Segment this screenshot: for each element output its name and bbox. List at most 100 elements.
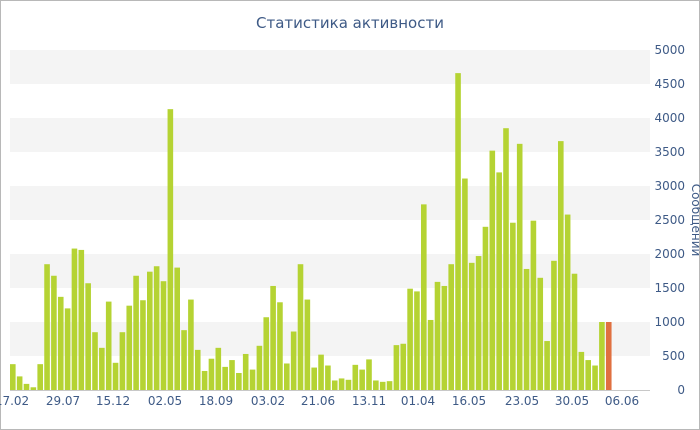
bar[interactable] [256, 345, 263, 390]
y-tick-label: 4500 [654, 77, 685, 91]
bar[interactable] [64, 308, 71, 390]
bar[interactable] [160, 281, 167, 390]
bar[interactable] [537, 277, 544, 390]
bar[interactable] [427, 319, 434, 390]
bar[interactable] [530, 220, 537, 390]
bar[interactable] [599, 322, 605, 390]
y-tick-label: 3000 [654, 179, 685, 193]
x-tick-label: 30.05 [555, 394, 589, 408]
bar[interactable] [544, 341, 550, 390]
bar[interactable] [475, 256, 482, 390]
bar[interactable] [585, 360, 591, 390]
bar[interactable] [400, 343, 407, 390]
x-tick-label: 06.06 [605, 394, 639, 408]
bar[interactable] [551, 260, 557, 390]
bar[interactable] [489, 150, 496, 390]
bar[interactable] [311, 367, 317, 390]
y-tick-label: 500 [662, 349, 685, 363]
bar[interactable] [92, 332, 98, 390]
bar[interactable] [510, 222, 516, 390]
bar[interactable] [448, 264, 454, 390]
bar[interactable] [414, 291, 420, 390]
bar[interactable] [373, 380, 379, 390]
bar[interactable] [284, 363, 290, 390]
bar[interactable] [468, 262, 475, 390]
bar[interactable] [208, 358, 215, 390]
bar[interactable] [523, 268, 530, 390]
bar[interactable] [37, 364, 43, 390]
bar[interactable] [359, 369, 365, 390]
bar[interactable] [201, 370, 208, 390]
bar[interactable] [592, 365, 598, 390]
bar[interactable] [229, 360, 235, 390]
bar[interactable] [393, 345, 400, 390]
bar[interactable] [379, 381, 386, 390]
bar[interactable] [496, 172, 502, 390]
bar[interactable] [571, 273, 578, 390]
bar[interactable] [516, 143, 523, 390]
bar[interactable] [304, 299, 311, 390]
bar[interactable] [99, 347, 105, 390]
bar[interactable] [482, 226, 489, 390]
bar[interactable] [188, 299, 194, 390]
bar[interactable] [338, 378, 345, 390]
bar[interactable] [407, 288, 413, 390]
bar[interactable] [462, 178, 468, 390]
bar[interactable] [85, 283, 91, 390]
bar[interactable] [126, 305, 133, 390]
bar[interactable] [112, 362, 119, 390]
bar[interactable] [345, 379, 352, 390]
bar[interactable] [455, 73, 461, 391]
bar[interactable] [10, 364, 16, 390]
bar[interactable] [236, 373, 242, 390]
bar[interactable] [30, 387, 37, 390]
bar[interactable] [140, 300, 146, 390]
bar[interactable] [421, 204, 427, 390]
bar[interactable] [71, 248, 78, 390]
bar[interactable] [503, 128, 509, 390]
bar[interactable] [242, 353, 249, 390]
x-tick-label: 21.06 [301, 394, 335, 408]
bar[interactable] [331, 380, 338, 390]
bar[interactable] [57, 296, 64, 390]
y-tick-label: 1500 [654, 281, 685, 295]
bar[interactable] [386, 381, 393, 390]
y-axis-title: Сообщений [689, 184, 700, 257]
bar[interactable] [578, 351, 585, 390]
bar[interactable] [441, 285, 448, 390]
bar[interactable] [270, 285, 276, 390]
bar[interactable] [352, 364, 359, 390]
bar[interactable] [181, 330, 187, 390]
bar[interactable] [147, 271, 153, 390]
bar[interactable] [119, 332, 126, 390]
bar[interactable] [215, 347, 222, 390]
bar[interactable] [78, 249, 85, 390]
bar[interactable] [277, 302, 283, 390]
y-tick-label: 5000 [654, 43, 685, 57]
bar[interactable] [434, 281, 441, 390]
bar[interactable] [16, 376, 23, 390]
bar[interactable] [23, 383, 30, 390]
bar[interactable] [153, 266, 160, 390]
bar[interactable] [297, 264, 304, 390]
bar[interactable] [263, 317, 270, 390]
bar[interactable] [167, 109, 174, 390]
bar[interactable] [44, 264, 50, 390]
bar[interactable] [133, 275, 139, 390]
bar[interactable] [558, 141, 564, 390]
y-tick-label: 2500 [654, 213, 685, 227]
bar[interactable] [366, 359, 372, 390]
bar[interactable] [325, 365, 331, 390]
bar[interactable] [174, 267, 180, 390]
bar[interactable] [194, 349, 201, 390]
bar[interactable] [222, 366, 228, 390]
bar[interactable] [51, 275, 57, 390]
bar[interactable] [249, 369, 256, 390]
bar-current[interactable] [605, 322, 612, 390]
x-tick-label: 15.12 [96, 394, 130, 408]
bar[interactable] [564, 214, 571, 390]
bar[interactable] [290, 331, 297, 390]
bar[interactable] [318, 354, 324, 390]
bar[interactable] [105, 301, 112, 390]
